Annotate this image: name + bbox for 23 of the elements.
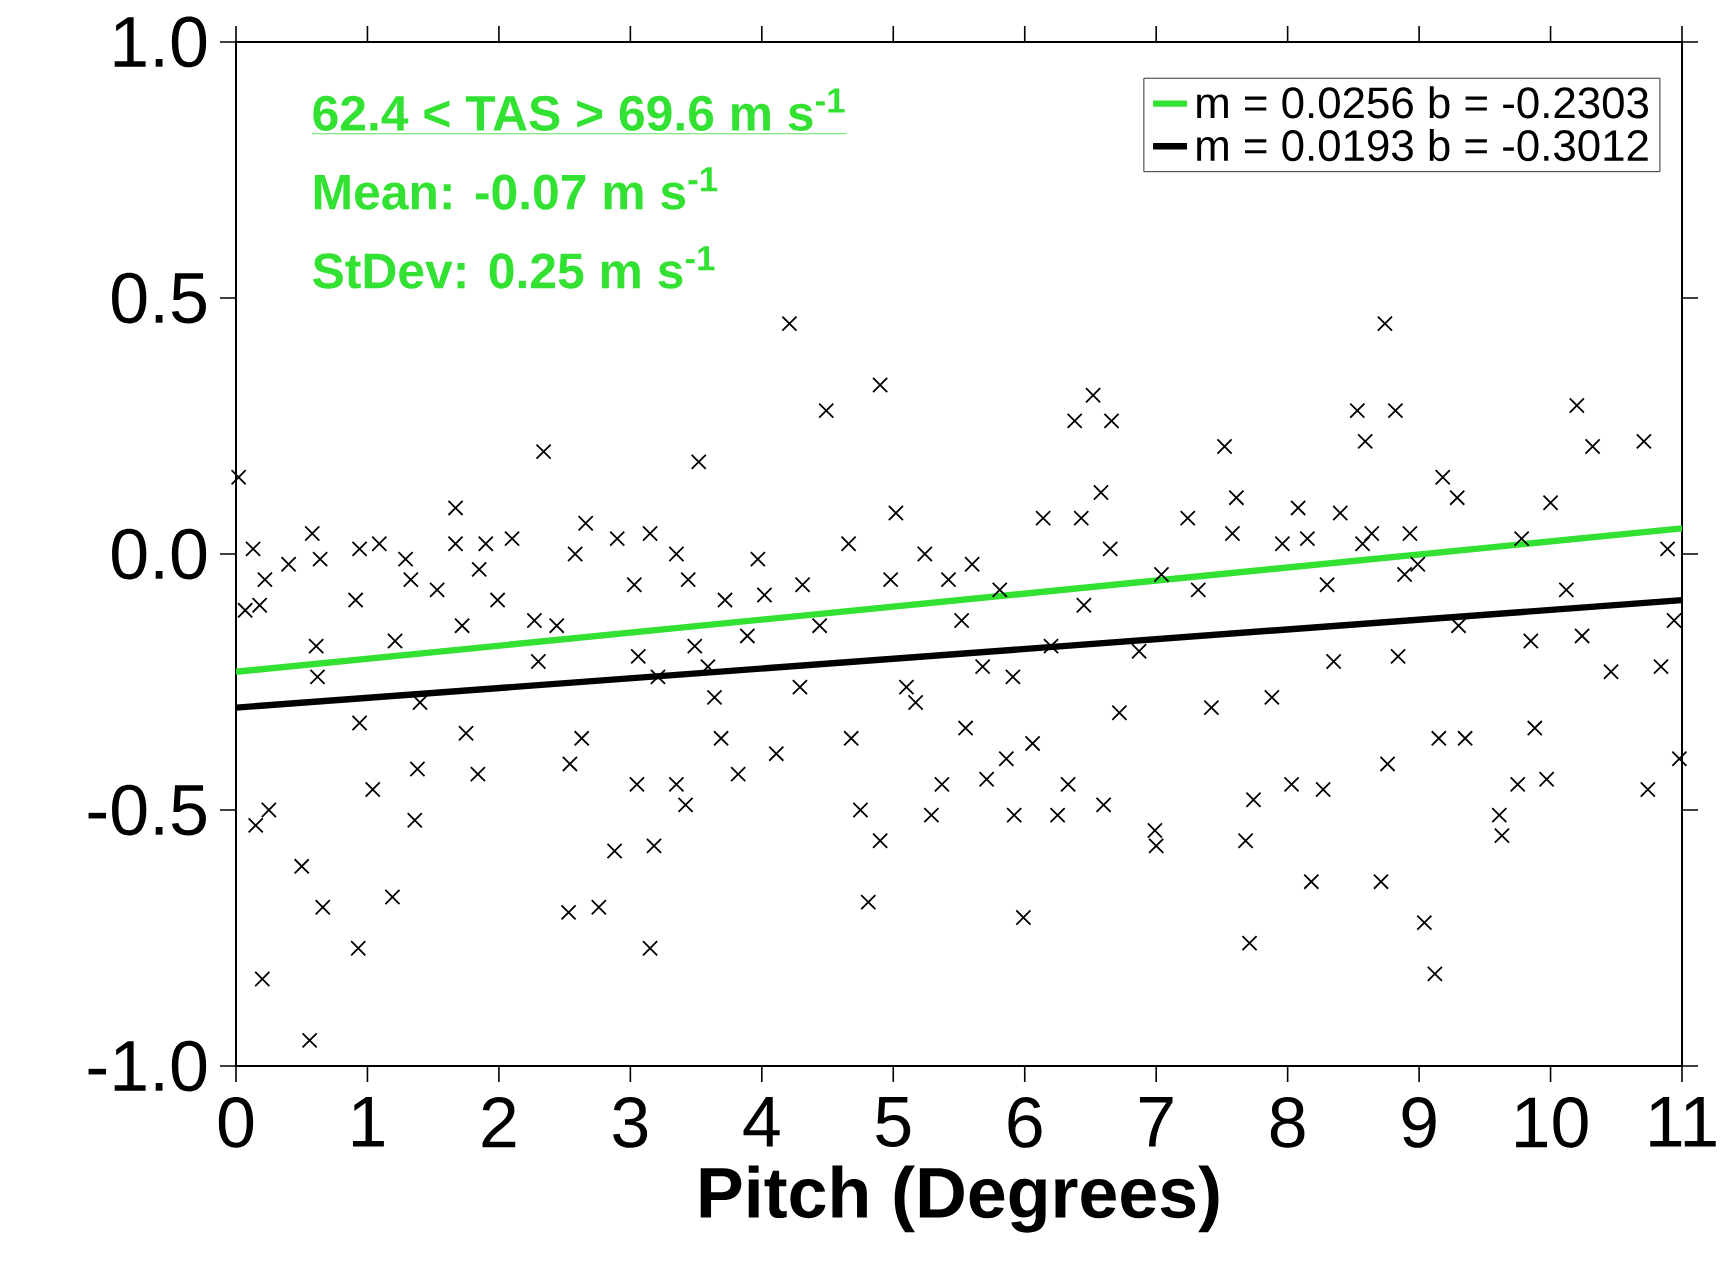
annotation: StDev: 0.25 m s$^{-1}$ — [313, 246, 715, 289]
x-tick-label: 8 — [1270, 1097, 1305, 1148]
y-tick-label: 0.0 — [112, 528, 207, 580]
legend-label: m = 0.0193 b = -0.3012 — [1197, 128, 1648, 162]
y-tick-label: -1.0 — [88, 1040, 207, 1092]
y-tick-label: 1.0 — [114, 16, 207, 68]
y-tick-label: -0.5 — [88, 784, 206, 836]
legend-label: m = 0.0256 b = -0.2303 — [1197, 86, 1648, 119]
x-tick-label: 5 — [876, 1097, 911, 1148]
x-tick-label: 2 — [482, 1097, 516, 1148]
x-tick-label: 9 — [1402, 1097, 1436, 1148]
x-tick-label: 10 — [1516, 1097, 1588, 1148]
annotation: 62.4 < TAS > 69.6 m s$^{-1}$ — [313, 88, 845, 131]
x-tick-label: 3 — [613, 1097, 648, 1148]
x-axis-title: Pitch (Degrees) — [700, 1165, 1219, 1233]
y-tick-label: 0.5 — [112, 272, 206, 324]
x-tick-label: 7 — [1139, 1097, 1173, 1147]
x-tick-label: 1 — [352, 1097, 384, 1147]
x-tick-label: 11 — [1650, 1097, 1716, 1147]
x-tick-label: 4 — [743, 1097, 780, 1147]
x-tick-label: 0 — [218, 1097, 254, 1148]
annotation: Mean: -0.07 m s$^{-1}$ — [314, 167, 718, 210]
x-tick-label: 6 — [1008, 1097, 1042, 1148]
